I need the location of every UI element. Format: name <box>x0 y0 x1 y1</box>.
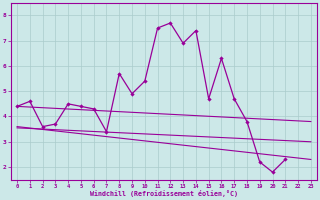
X-axis label: Windchill (Refroidissement éolien,°C): Windchill (Refroidissement éolien,°C) <box>90 190 238 197</box>
